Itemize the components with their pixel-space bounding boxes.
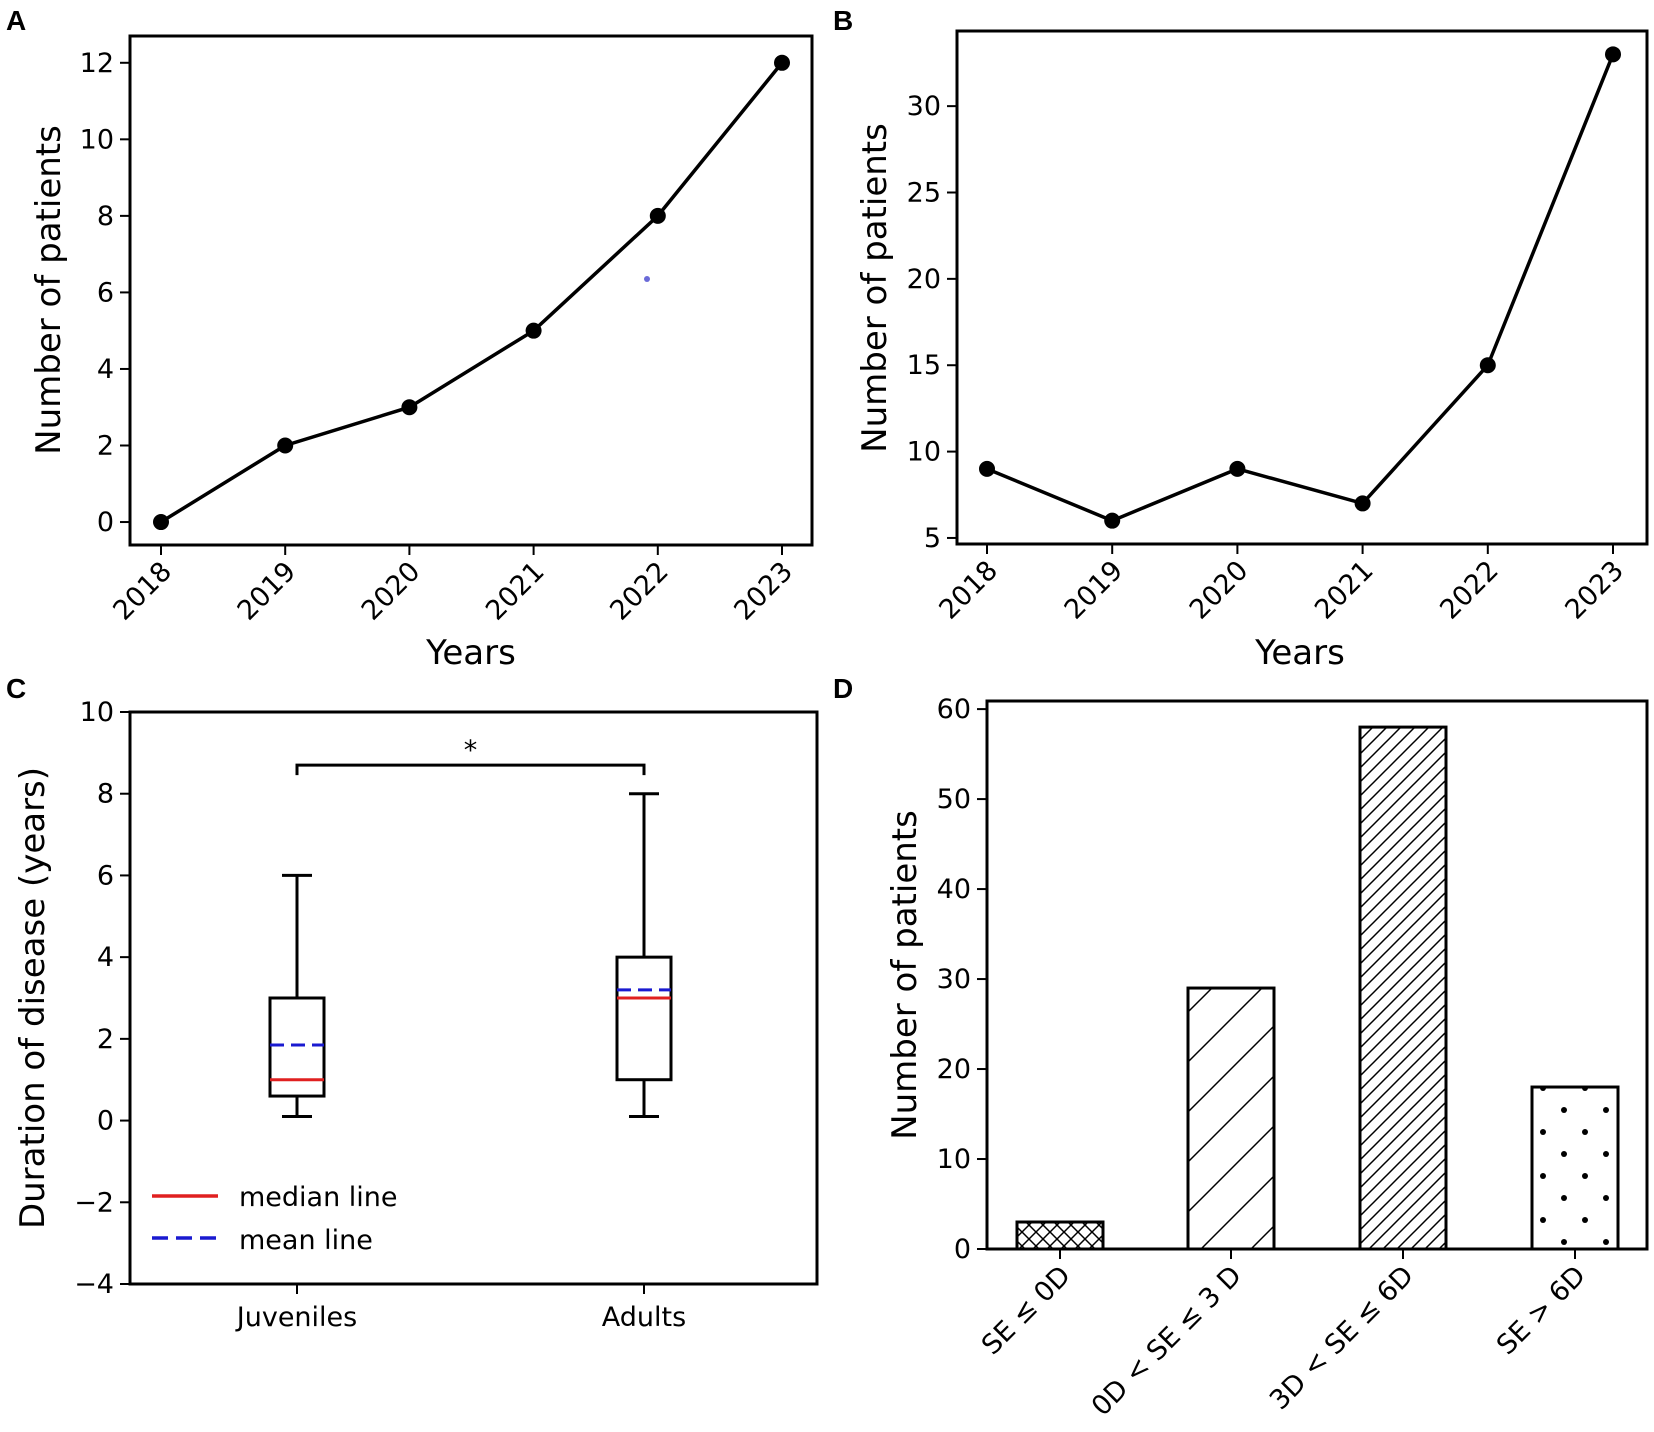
- panel-b-x-tick-label: 2022: [1434, 555, 1505, 626]
- panel-letter-b: B: [833, 5, 853, 36]
- panel-b-data-point: [1229, 460, 1246, 477]
- box-juveniles-iqr-box: [268, 996, 326, 1098]
- panel-a-y-axis-label: Number of patients: [29, 125, 69, 455]
- panel-a-stray-marker: [644, 276, 650, 282]
- panel-d-y-tick-label: 0: [954, 1234, 971, 1265]
- bar: [1186, 986, 1276, 1251]
- panel-c-y-tick-label: −4: [74, 1269, 114, 1300]
- panel-b-data-point: [1605, 46, 1621, 63]
- panel-a-y-tick-label: 2: [97, 430, 114, 461]
- panel-a-data-point: [401, 399, 418, 416]
- panel-c-box-plot: Duration of disease (years) median line …: [13, 697, 819, 1333]
- panel-d-x-tick-label: 0D < SE ≤ 3 D: [1086, 1260, 1248, 1422]
- panel-b-data-point: [1354, 495, 1371, 512]
- panel-c-legend: median line mean line: [152, 1182, 398, 1256]
- panel-a-x-axis-label: Years: [425, 633, 516, 673]
- panel-c-y-tick-label: 4: [97, 942, 114, 973]
- panel-a-y-tick-label: 0: [97, 507, 114, 538]
- panel-b-y-tick-label: 5: [924, 523, 941, 554]
- panel-letter-d: D: [833, 673, 853, 704]
- panel-d-y-tick-label: 40: [937, 874, 971, 905]
- panel-a-plot-frame: [128, 34, 814, 547]
- panel-c-y-tick-label: 10: [80, 697, 114, 728]
- bar: [1358, 725, 1448, 1251]
- panel-b-line-chart: Years Number of patients 5 10 15 20 25 30 2018…: [855, 29, 1649, 673]
- panel-c-x-tick-label: Juveniles: [235, 1302, 357, 1333]
- bar: [1015, 1220, 1105, 1251]
- panel-a-y-tick-label: 4: [97, 354, 114, 385]
- panel-b-x-tick-label: 2019: [1059, 555, 1130, 626]
- panel-a-x-tick-label: 2021: [480, 556, 551, 627]
- legend-median-label: median line: [239, 1182, 398, 1213]
- panel-b-x-tick-label: 2020: [1184, 555, 1255, 626]
- panel-d-x-tick-label: SE > 6D: [1491, 1260, 1592, 1361]
- panel-c-y-tick-label: 0: [97, 1106, 114, 1137]
- panel-a-data-point: [649, 207, 666, 224]
- panel-a-x-tick-label: 2022: [604, 556, 675, 627]
- significance-label: *: [464, 735, 478, 766]
- panel-a-y-tick-label: 8: [97, 201, 114, 232]
- panel-c-y-tick-label: −2: [74, 1187, 114, 1218]
- panel-b-y-axis-label: Number of patients: [855, 123, 895, 453]
- panel-a-x-tick-label: 2018: [107, 556, 178, 627]
- panel-b-data-point: [1479, 357, 1496, 374]
- panel-a-line-chart: Years Number of patients 0 2 4 6 8 10 12 2018 20…: [29, 34, 814, 673]
- panel-a-x-tick-label: 2019: [232, 556, 303, 627]
- panel-a-data-point: [525, 322, 542, 339]
- panel-c-y-axis-label: Duration of disease (years): [13, 767, 53, 1229]
- panel-a-data-point: [277, 437, 294, 454]
- panel-b-series-line: [986, 53, 1615, 523]
- panel-b-x-tick-label: 2021: [1309, 555, 1380, 626]
- panel-b-y-tick-label: 25: [907, 178, 941, 209]
- panel-d-y-axis-label: Number of patients: [885, 810, 925, 1140]
- panel-d-x-tick-label: 3D < SE ≤ 6D: [1264, 1260, 1420, 1416]
- panel-d-y-tick-label: 30: [937, 964, 971, 995]
- panel-b-plot-frame: [955, 29, 1649, 546]
- panel-c-y-tick-label: 2: [97, 1024, 114, 1055]
- panel-d-x-tick-label: SE ≤ 0D: [976, 1260, 1077, 1361]
- box-adults-iqr-box: [615, 955, 673, 1082]
- panel-b-y-tick-label: 30: [907, 91, 941, 122]
- panel-b-data-point: [979, 460, 995, 477]
- panel-d-y-tick-label: 20: [937, 1054, 971, 1085]
- panel-a-y-tick-label: 12: [80, 48, 114, 79]
- panel-a-x-tick-label: 2023: [728, 556, 799, 627]
- bar: [1530, 1085, 1620, 1251]
- panel-a-series-line: [160, 61, 784, 524]
- panel-d-y-tick-label: 60: [937, 694, 971, 725]
- panel-c-x-tick-label: Adults: [602, 1302, 686, 1333]
- significance-bracket: [295, 763, 646, 776]
- panel-b-y-tick-label: 15: [907, 350, 941, 381]
- panel-a-y-tick-label: 10: [80, 124, 114, 155]
- panel-b-y-tick-label: 10: [907, 437, 941, 468]
- panel-c-y-tick-label: 6: [97, 860, 114, 891]
- panel-c-plot-frame: [128, 710, 819, 1286]
- panel-d-y-tick-label: 10: [937, 1144, 971, 1175]
- panel-b-data-point: [1104, 512, 1121, 529]
- legend-mean-label: mean line: [239, 1225, 373, 1256]
- panel-a-x-tick-label: 2020: [356, 556, 427, 627]
- panel-c-y-tick-label: 8: [97, 779, 114, 810]
- panel-a-y-tick-label: 6: [97, 277, 114, 308]
- panel-a-data-point: [153, 514, 169, 531]
- panel-letter-c: C: [6, 673, 26, 704]
- panel-b-x-axis-label: Years: [1254, 633, 1345, 673]
- panel-b-x-tick-label: 2018: [933, 555, 1004, 626]
- panel-b-y-tick-label: 20: [907, 264, 941, 295]
- panel-b-x-tick-label: 2023: [1559, 555, 1630, 626]
- panel-d-y-tick-label: 50: [937, 784, 971, 815]
- panel-a-data-point: [774, 54, 790, 71]
- panel-letter-a: A: [6, 5, 26, 36]
- panel-d-plot-frame: [985, 699, 1649, 1251]
- panel-d-bar-chart: Number of patients 0 10 20 30 40 50 60 SE ≤ 0D 0…: [885, 694, 1649, 1422]
